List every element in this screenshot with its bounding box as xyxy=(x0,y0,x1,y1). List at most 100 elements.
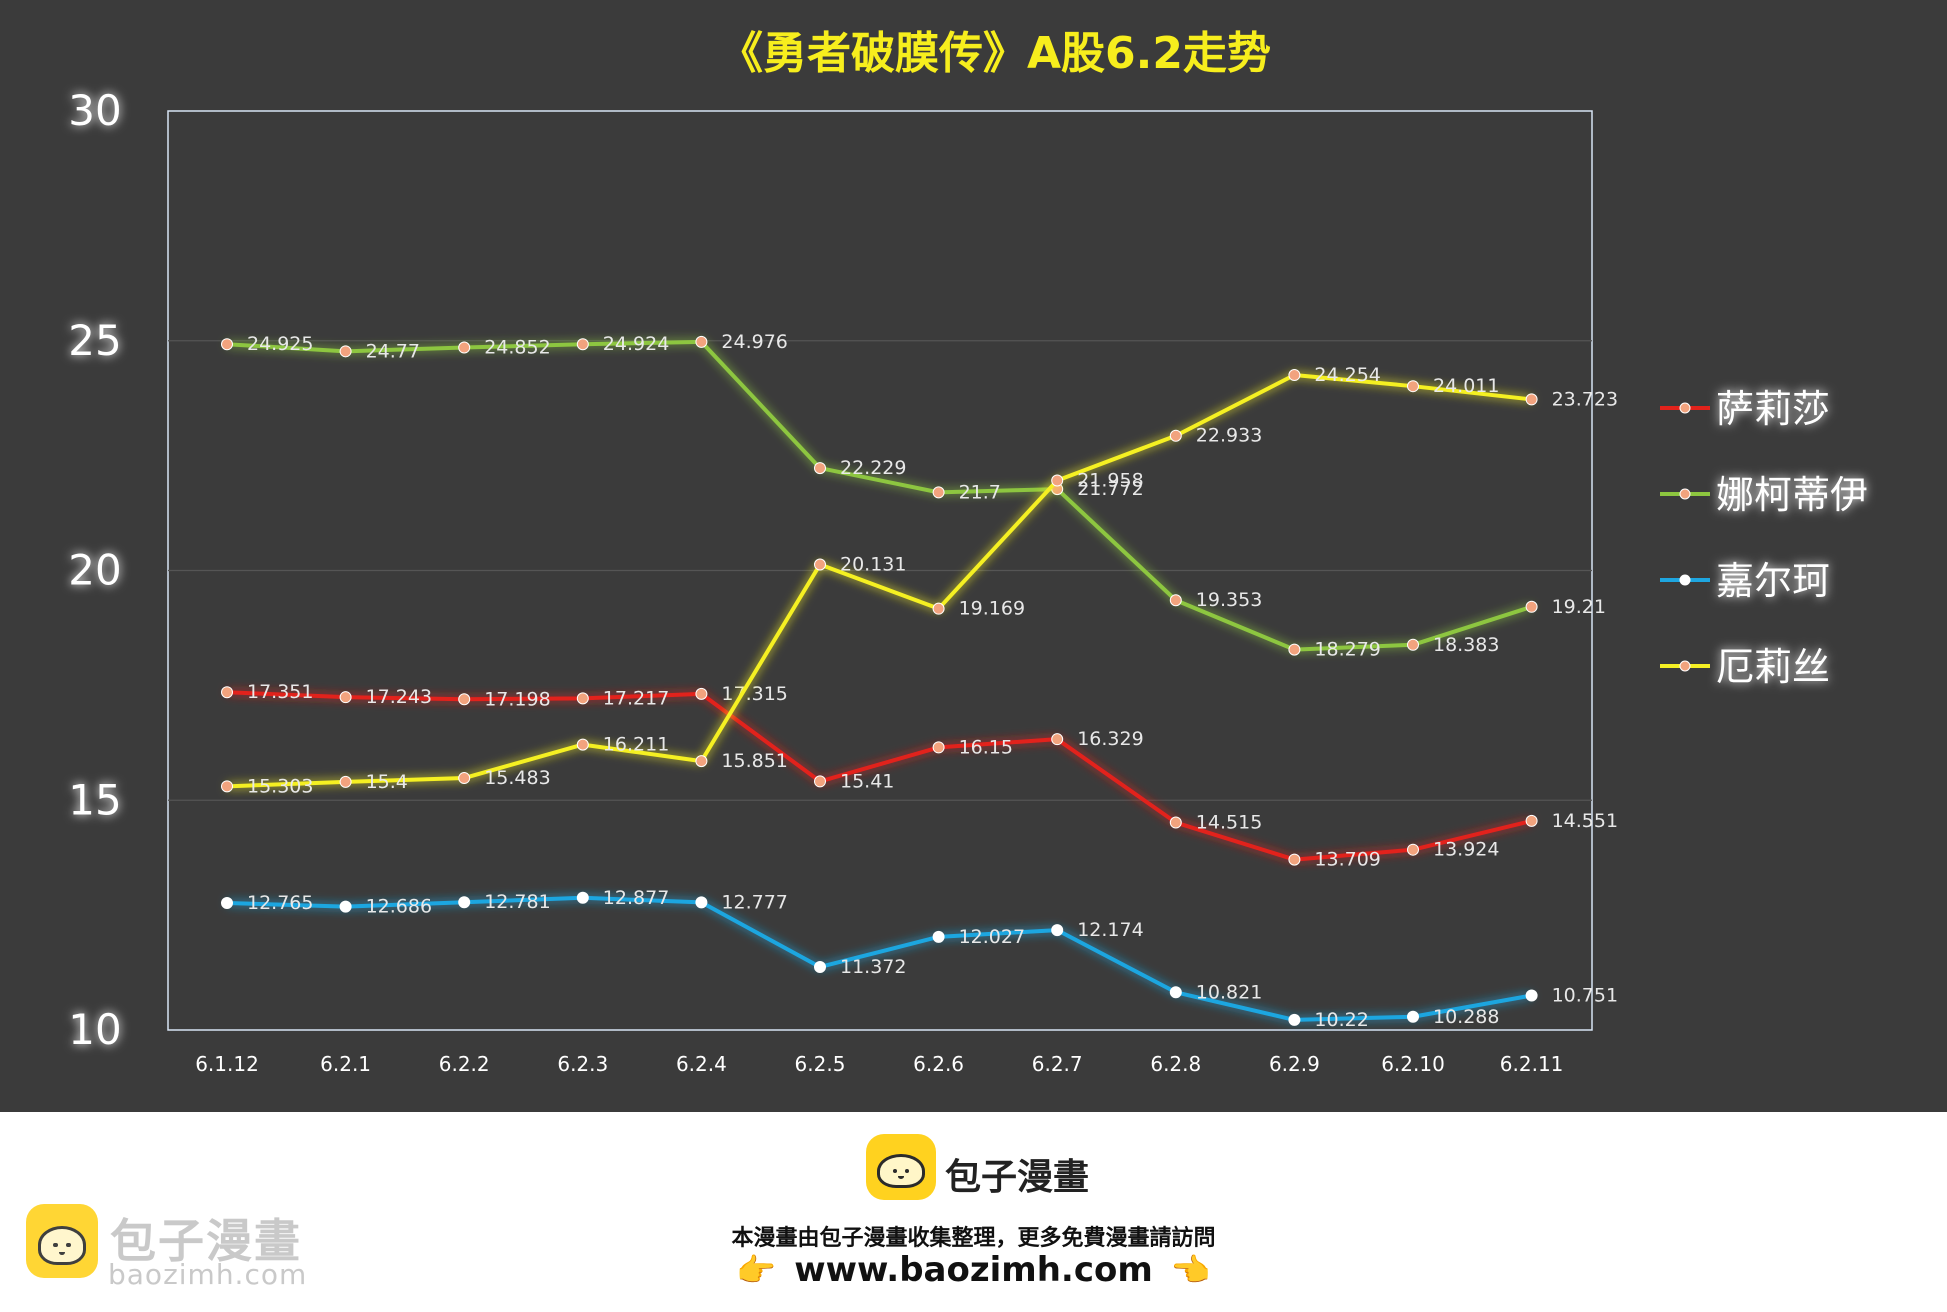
data-point xyxy=(458,693,471,706)
data-point xyxy=(339,345,352,358)
chart-panel: 《勇者破膜传》A股6.2走势 10 15 20 25 30 6.1.12 6.2.1 6.2… xyxy=(0,0,1947,1112)
data-label: 20.131 xyxy=(840,553,906,575)
data-point xyxy=(221,686,233,699)
data-label: 24.976 xyxy=(721,331,787,353)
data-point xyxy=(1525,989,1538,1002)
data-point xyxy=(1169,816,1182,829)
x-tick-label: 6.2.2 xyxy=(439,1052,490,1076)
y-tick-label: 25 xyxy=(68,316,121,365)
data-point xyxy=(458,896,471,909)
data-point xyxy=(814,558,826,571)
legend-marker xyxy=(1679,402,1691,414)
pointing-right-icon: 👉 xyxy=(736,1251,777,1289)
legend-item: 萨莉莎 xyxy=(1660,387,1830,431)
gridlines xyxy=(168,340,1592,801)
x-tick-label: 6.1.12 xyxy=(195,1052,259,1076)
footer-notice: 本漫畫由包子漫畫收集整理，更多免費漫畫請訪問 xyxy=(731,1226,1216,1251)
data-label: 10.751 xyxy=(1552,984,1618,1006)
data-label: 24.925 xyxy=(247,333,313,355)
data-label: 15.41 xyxy=(840,770,894,792)
data-label: 11.372 xyxy=(840,956,906,978)
legend-item: 嘉尔珂 xyxy=(1660,559,1830,603)
data-point xyxy=(458,772,471,785)
data-label: 21.7 xyxy=(959,481,1001,503)
series-layer: 17.351 17.243 17.198 17.217 17.315 15.41 16.15… xyxy=(221,331,1618,1031)
pointing-left-icon: 👈 xyxy=(1170,1251,1211,1289)
data-point xyxy=(339,691,352,704)
data-point xyxy=(932,486,945,499)
data-label: 17.198 xyxy=(484,688,550,710)
x-axis: 6.1.12 6.2.1 6.2.2 6.2.3 6.2.4 6.2.5 6.2.6 6.2.… xyxy=(195,1052,1563,1076)
y-tick-label: 15 xyxy=(68,775,121,824)
data-label: 10.821 xyxy=(1196,981,1262,1003)
data-label: 17.351 xyxy=(247,681,313,703)
x-tick-label: 6.2.5 xyxy=(795,1052,846,1076)
data-label: 24.254 xyxy=(1314,364,1380,386)
legend-label: 娜柯蒂伊 xyxy=(1716,473,1868,517)
x-tick-label: 6.2.7 xyxy=(1032,1052,1083,1076)
legend-label: 嘉尔珂 xyxy=(1716,559,1830,603)
legend-marker xyxy=(1679,488,1691,500)
data-label: 19.353 xyxy=(1196,589,1262,611)
y-axis: 10 15 20 25 30 xyxy=(68,86,121,1054)
data-point xyxy=(932,602,945,615)
x-tick-label: 6.2.11 xyxy=(1500,1052,1564,1076)
x-tick-label: 6.2.6 xyxy=(913,1052,964,1076)
data-label: 24.77 xyxy=(366,340,420,362)
data-point xyxy=(695,755,708,768)
data-label: 14.551 xyxy=(1552,810,1618,832)
data-point xyxy=(339,775,352,788)
data-label: 18.383 xyxy=(1433,634,1499,656)
data-label: 21.772 xyxy=(1077,478,1143,500)
data-point xyxy=(1288,853,1301,866)
site-link[interactable]: www.baozimh.com xyxy=(794,1250,1153,1290)
series-2: 12.765 12.686 12.781 12.877 12.777 11.372 12.0… xyxy=(221,887,1618,1031)
data-point xyxy=(1288,643,1301,656)
x-tick-label: 6.2.3 xyxy=(557,1052,608,1076)
data-point xyxy=(1407,380,1419,393)
footer xyxy=(0,1112,1947,1312)
data-point xyxy=(695,687,708,700)
data-point xyxy=(814,960,826,973)
x-tick-label: 6.2.9 xyxy=(1269,1052,1320,1076)
data-label: 17.217 xyxy=(603,687,669,709)
data-point xyxy=(814,775,826,788)
data-label: 14.515 xyxy=(1196,812,1262,834)
data-label: 15.303 xyxy=(247,775,313,797)
data-point xyxy=(932,930,945,943)
legend-marker xyxy=(1679,660,1691,672)
data-point xyxy=(695,335,708,348)
data-label: 24.852 xyxy=(484,337,550,359)
data-point xyxy=(1525,393,1538,406)
line-chart: 《勇者破膜传》A股6.2走势 10 15 20 25 30 6.1.12 6.2.1 6.2… xyxy=(68,28,1868,1076)
data-label: 13.709 xyxy=(1314,849,1380,871)
data-point xyxy=(1407,843,1419,856)
data-label: 15.851 xyxy=(721,750,787,772)
data-point xyxy=(1169,986,1182,999)
x-tick-label: 6.2.10 xyxy=(1381,1052,1445,1076)
x-tick-label: 6.2.4 xyxy=(676,1052,727,1076)
data-label: 12.765 xyxy=(247,892,313,914)
data-point xyxy=(458,341,471,354)
brand-name: 包子漫畫 xyxy=(945,1157,1090,1198)
data-label: 10.288 xyxy=(1433,1006,1499,1028)
data-label: 22.933 xyxy=(1196,425,1262,447)
data-point xyxy=(1051,924,1064,937)
y-tick-label: 30 xyxy=(68,86,121,135)
legend-label: 萨莉莎 xyxy=(1716,387,1830,431)
data-point xyxy=(1051,474,1064,487)
data-label: 18.279 xyxy=(1314,639,1380,661)
series-line xyxy=(226,690,1533,862)
data-label: 19.169 xyxy=(959,598,1025,620)
data-point xyxy=(1407,1010,1419,1023)
data-point xyxy=(576,738,589,751)
data-label: 12.777 xyxy=(721,891,787,913)
data-point xyxy=(1525,600,1538,613)
data-label: 17.243 xyxy=(366,686,432,708)
watermark-url: baozimh.com xyxy=(108,1258,308,1291)
watermark-name: 包子漫畫 xyxy=(110,1214,302,1268)
data-point xyxy=(1169,429,1182,442)
series-line xyxy=(226,339,1533,652)
legend-label: 厄莉丝 xyxy=(1716,645,1830,689)
data-point xyxy=(1525,814,1538,827)
